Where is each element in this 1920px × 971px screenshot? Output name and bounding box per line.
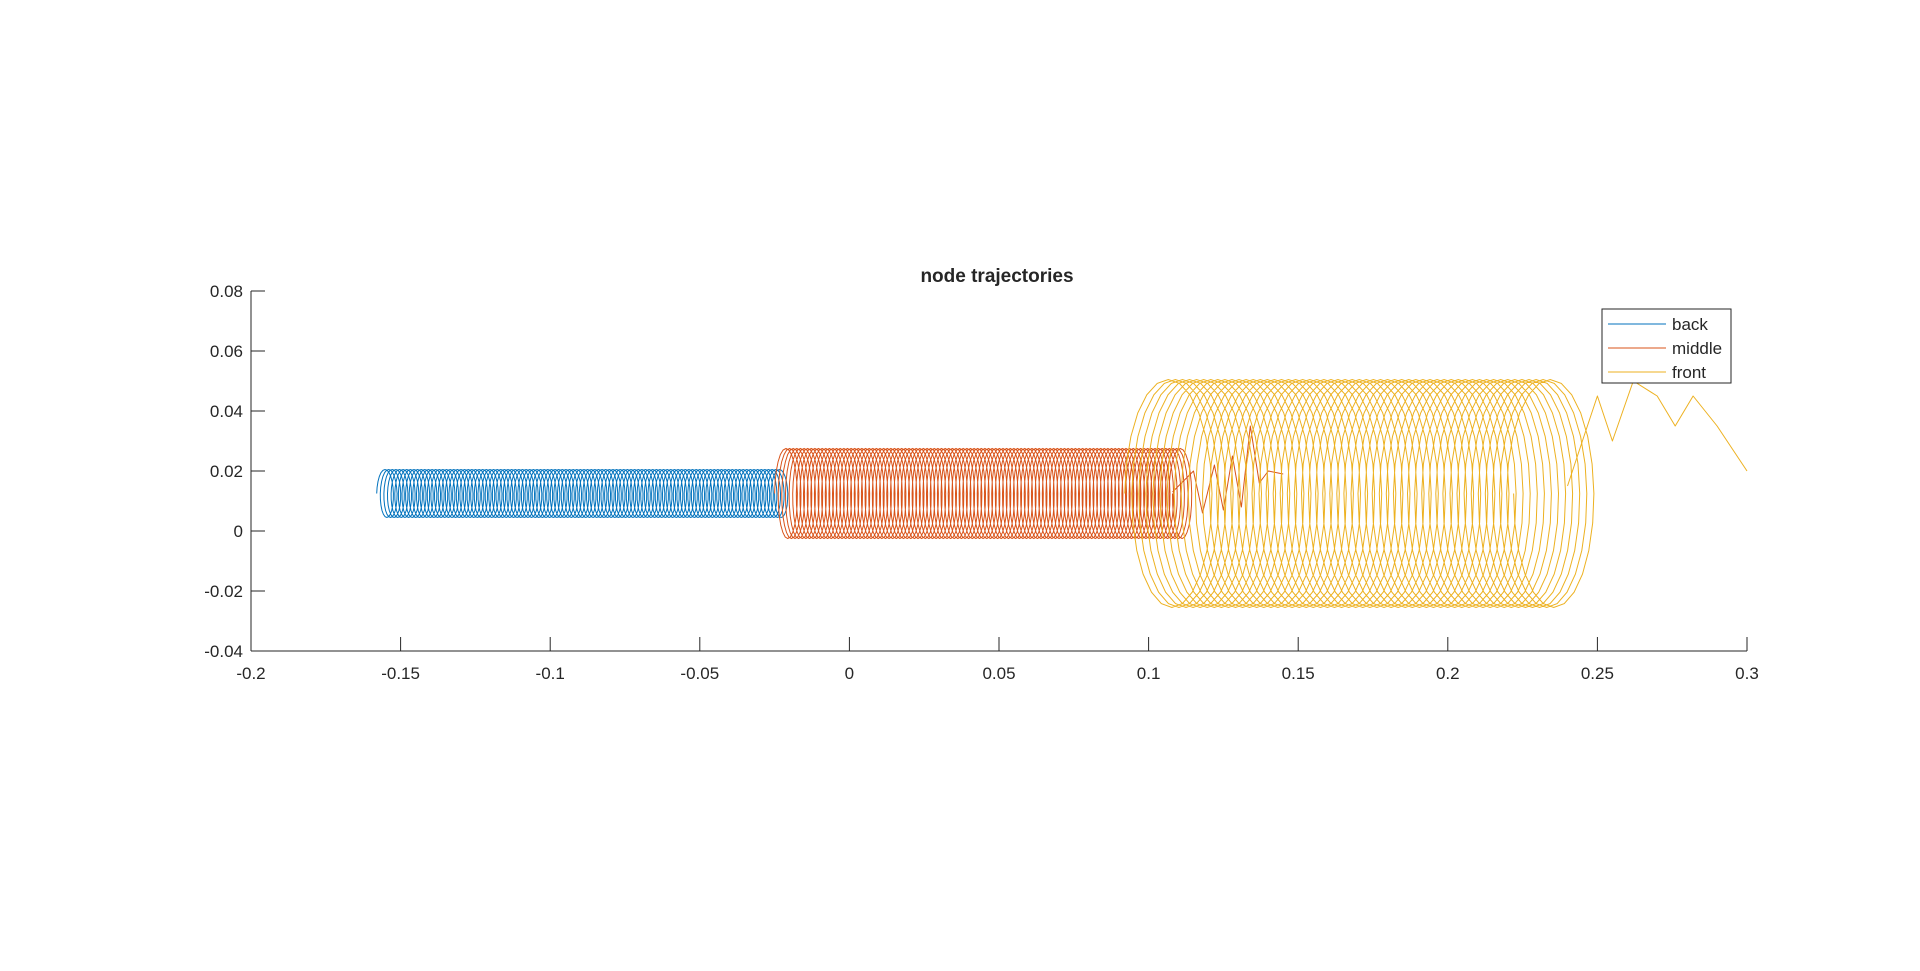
series-tail-middle xyxy=(1172,425,1284,514)
legend-label-middle: middle xyxy=(1672,339,1722,358)
x-tick-label: 0.1 xyxy=(1137,664,1161,683)
x-tick-label: -0.15 xyxy=(381,664,420,683)
legend-label-back: back xyxy=(1672,315,1708,334)
x-tick-label: -0.1 xyxy=(536,664,565,683)
y-tick-label: 0 xyxy=(234,522,243,541)
y-tick-label: -0.02 xyxy=(204,582,243,601)
x-tick-label: 0 xyxy=(845,664,854,683)
y-tick-label: 0.04 xyxy=(210,402,243,421)
legend-label-front: front xyxy=(1672,363,1706,382)
x-tick-label: 0.05 xyxy=(982,664,1015,683)
series-back xyxy=(376,468,789,519)
y-tick-label: 0.06 xyxy=(210,342,243,361)
series-line-middle xyxy=(774,447,1193,540)
series-line-back xyxy=(376,468,789,519)
x-tick-label: 0.3 xyxy=(1735,664,1759,683)
legend-box xyxy=(1601,308,1732,384)
plot-area xyxy=(376,378,1748,609)
x-tick-label: 0.25 xyxy=(1581,664,1614,683)
series-front xyxy=(1124,378,1748,609)
x-tick-label: -0.05 xyxy=(680,664,719,683)
legend: back middle front xyxy=(1601,308,1732,384)
x-axis-ticks: -0.2 -0.15 -0.1 -0.05 0 0.05 0.1 0.15 0.2 0.25 0.3 xyxy=(236,637,1759,683)
series-tail-front xyxy=(1567,380,1748,487)
x-tick-label: 0.15 xyxy=(1282,664,1315,683)
y-tick-label: 0.02 xyxy=(210,462,243,481)
series-line-front xyxy=(1124,378,1595,609)
y-axis-ticks: -0.04 -0.02 0 0.02 0.04 0.06 0.08 xyxy=(204,282,265,661)
y-tick-label: 0.08 xyxy=(210,282,243,301)
x-tick-label: -0.2 xyxy=(236,664,265,683)
x-tick-label: 0.2 xyxy=(1436,664,1460,683)
chart-title: node trajectories xyxy=(920,266,1073,287)
series-middle xyxy=(774,425,1284,540)
y-tick-label: -0.04 xyxy=(204,642,243,661)
